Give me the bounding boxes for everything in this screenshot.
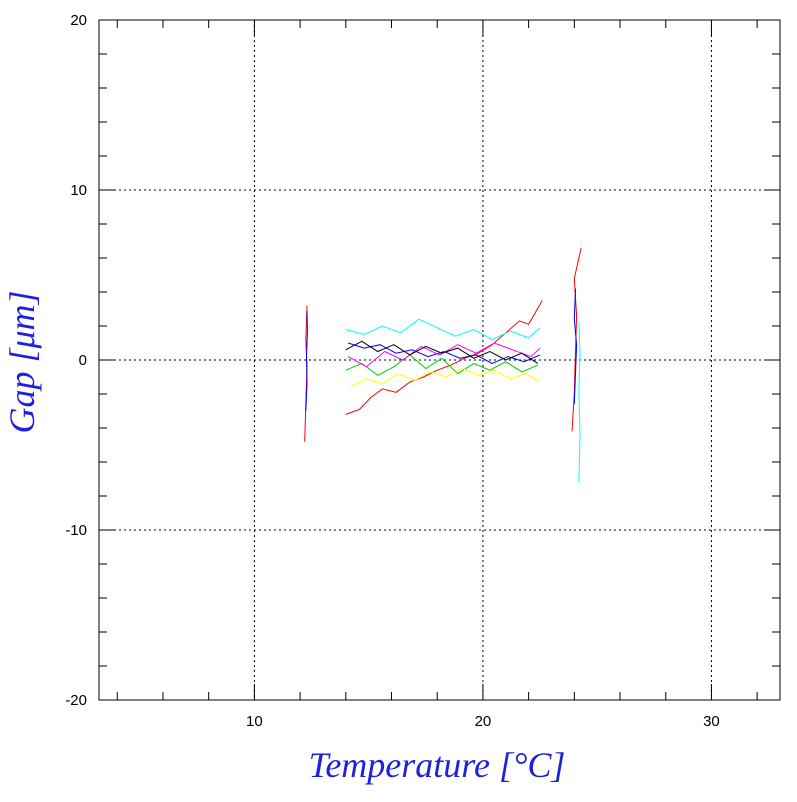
x-tick-label: 10: [246, 713, 263, 730]
series-line: [347, 342, 541, 368]
series-line: [573, 288, 578, 405]
series-line: [347, 342, 541, 364]
y-tick-label: 20: [70, 12, 87, 29]
series-group: [304, 247, 582, 483]
series-line: [345, 318, 541, 341]
y-axis-title: Gap [μm]: [2, 290, 42, 433]
plot-frame: [98, 19, 781, 701]
tick-labels: 10 20 30 -20 -10 0 10 20: [65, 12, 719, 730]
x-tick-label: 30: [703, 713, 720, 730]
y-tick-label: -10: [65, 522, 87, 539]
y-tick-label: -20: [65, 692, 87, 709]
series-line: [345, 340, 539, 364]
y-tick-label: 0: [79, 352, 87, 369]
y-tick-label: 10: [70, 182, 87, 199]
series-line: [578, 322, 581, 483]
x-axis-title: Temperature [°C]: [309, 745, 566, 785]
series-line: [305, 310, 308, 412]
series-line: [345, 300, 543, 415]
x-tick-label: 20: [475, 713, 492, 730]
series-line: [345, 354, 538, 376]
series-line: [350, 367, 541, 388]
